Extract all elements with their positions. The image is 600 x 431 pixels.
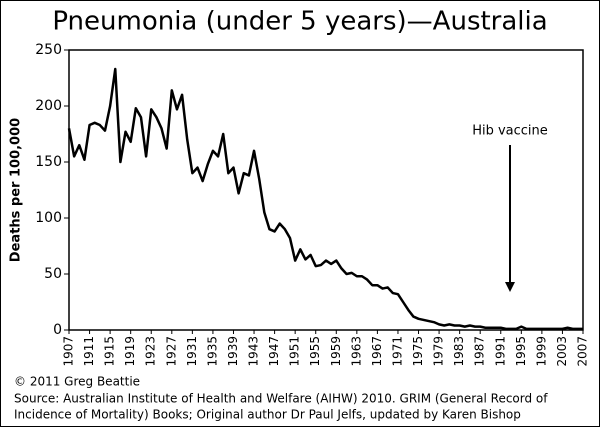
x-tick-label: 1991	[493, 336, 507, 367]
x-tick-label: 2007	[576, 336, 590, 367]
y-tick-label: 150	[35, 154, 62, 170]
x-tick-label: 1935	[205, 336, 219, 367]
x-tick-label: 1987	[473, 336, 487, 367]
x-tick-label: 1955	[308, 336, 322, 367]
x-tick-label: 1995	[514, 336, 528, 367]
x-tick-label: 1911	[82, 336, 96, 367]
x-tick-label: 2003	[555, 336, 569, 367]
x-tick-label: 1983	[452, 336, 466, 367]
x-tick-label: 1931	[185, 336, 199, 367]
y-tick-label: 100	[35, 210, 62, 226]
y-tick-label: 200	[35, 98, 62, 114]
x-tick-label: 1959	[329, 336, 343, 367]
y-tick-label: 250	[35, 42, 62, 58]
x-tick-label: 1915	[103, 336, 117, 367]
x-tick-label: 1971	[390, 336, 404, 367]
y-tick-label: 0	[53, 322, 62, 338]
source-line: Incidence of Mortality) Books; Original …	[14, 408, 521, 422]
annotation: Hib vaccine	[472, 124, 548, 139]
arrow-head	[505, 282, 515, 292]
y-axis-label: Deaths per 100,000	[9, 118, 24, 262]
x-tick-label: 1979	[432, 336, 446, 367]
source-line: Source: Australian Institute of Health a…	[14, 392, 548, 406]
data-line	[67, 67, 583, 331]
x-tick-label: 1967	[370, 336, 384, 367]
x-tick-label: 1963	[349, 336, 363, 367]
copyright: © 2011 Greg Beattie	[14, 375, 140, 389]
x-tick-label: 1923	[144, 336, 158, 367]
y-tick-label: 50	[44, 266, 62, 282]
x-tick-label: 1939	[226, 336, 240, 367]
x-tick-label: 1919	[123, 336, 137, 367]
x-tick-label: 1951	[288, 336, 302, 367]
x-tick-label: 1927	[164, 336, 178, 367]
x-tick-label: 1907	[62, 336, 76, 367]
chart-title: Pneumonia (under 5 years)—Australia	[52, 7, 547, 37]
x-tick-label: 1975	[411, 336, 425, 367]
plot-area	[68, 49, 584, 331]
x-tick-label: 1999	[534, 336, 548, 367]
x-tick-label: 1943	[247, 336, 261, 367]
x-tick-label: 1947	[267, 336, 281, 367]
